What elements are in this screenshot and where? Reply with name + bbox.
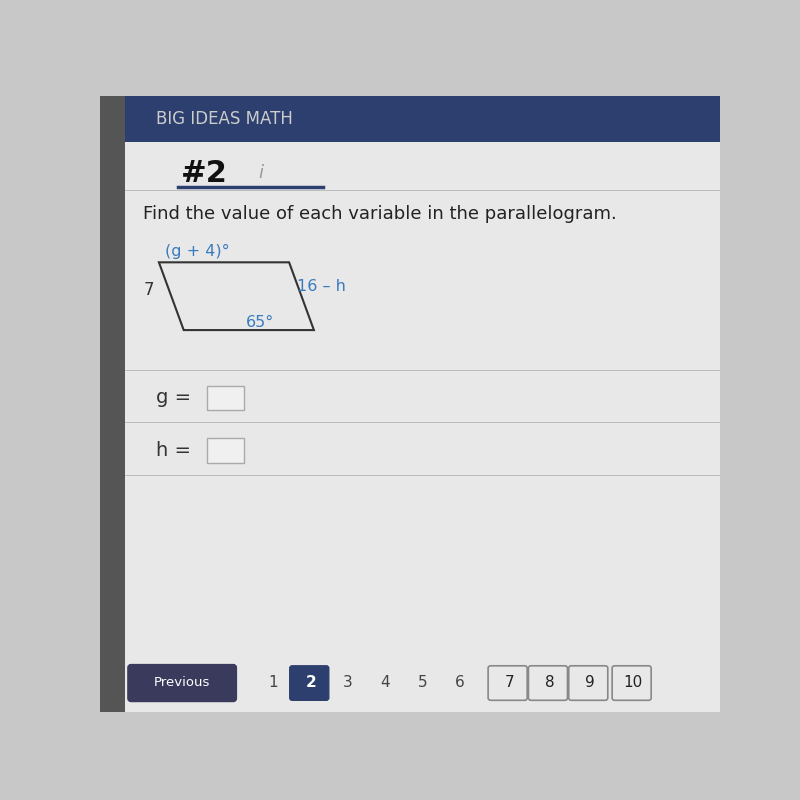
- FancyBboxPatch shape: [290, 666, 329, 700]
- Text: #2: #2: [181, 158, 227, 187]
- Text: 2: 2: [306, 675, 316, 690]
- FancyBboxPatch shape: [569, 666, 608, 700]
- FancyBboxPatch shape: [125, 96, 720, 142]
- Text: 16 – h: 16 – h: [297, 279, 346, 294]
- Text: (g + 4)°: (g + 4)°: [165, 244, 230, 259]
- Text: 3: 3: [343, 675, 353, 690]
- FancyBboxPatch shape: [207, 438, 244, 462]
- Text: 7: 7: [504, 675, 514, 690]
- FancyBboxPatch shape: [100, 96, 125, 712]
- FancyBboxPatch shape: [128, 665, 237, 702]
- Text: 9: 9: [585, 675, 594, 690]
- FancyBboxPatch shape: [125, 142, 720, 712]
- FancyBboxPatch shape: [612, 666, 651, 700]
- Text: 6: 6: [454, 675, 465, 690]
- Text: i: i: [258, 164, 263, 182]
- Text: 10: 10: [623, 675, 643, 690]
- Text: 7: 7: [143, 281, 154, 299]
- Text: BIG IDEAS MATH: BIG IDEAS MATH: [156, 110, 293, 128]
- Text: Find the value of each variable in the parallelogram.: Find the value of each variable in the p…: [143, 206, 617, 223]
- Text: 4: 4: [380, 675, 390, 690]
- Text: 65°: 65°: [246, 315, 274, 330]
- Text: Previous: Previous: [154, 676, 210, 689]
- FancyBboxPatch shape: [125, 662, 720, 702]
- FancyBboxPatch shape: [529, 666, 567, 700]
- FancyBboxPatch shape: [488, 666, 527, 700]
- Text: 8: 8: [545, 675, 554, 690]
- FancyBboxPatch shape: [207, 386, 244, 410]
- Text: 5: 5: [418, 675, 427, 690]
- Text: h =: h =: [156, 441, 191, 460]
- Text: 1: 1: [269, 675, 278, 690]
- Text: g =: g =: [156, 388, 191, 407]
